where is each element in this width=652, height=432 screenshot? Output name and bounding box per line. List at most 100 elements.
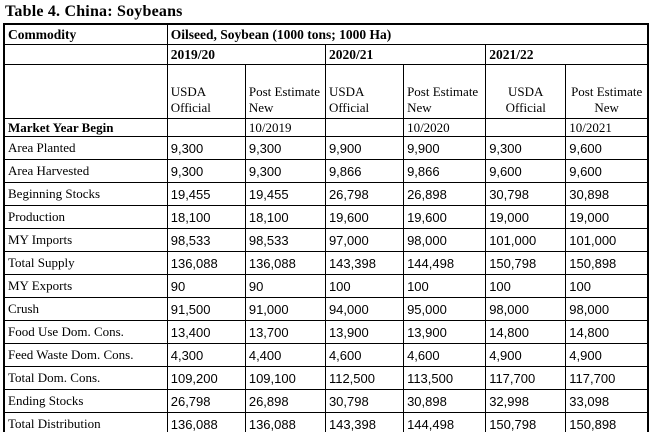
row-label-cell: MY Imports xyxy=(3,228,168,252)
table-title: Table 4. China: Soybeans xyxy=(5,3,183,20)
value-cell: 19,000 xyxy=(565,205,649,229)
value-cell: 30,898 xyxy=(403,389,487,413)
table-row: MY Exports 90 90 100 100 100 100 xyxy=(3,274,649,298)
row-label-cell: Production xyxy=(3,205,168,229)
estimate-type-header-row: USDA Official Post Estimate New USDA Offic… xyxy=(3,64,649,119)
value-cell: 13,700 xyxy=(244,320,326,344)
year-header-row: 2019/20 2020/21 2021/22 xyxy=(3,44,649,65)
value-cell: 19,000 xyxy=(485,205,567,229)
value-cell: 98,000 xyxy=(403,228,487,252)
row-label-cell: Total Dom. Cons. xyxy=(3,366,168,390)
value-cell: 19,600 xyxy=(324,205,405,229)
value-cell: 95,000 xyxy=(403,297,487,321)
value-cell: 109,100 xyxy=(244,366,326,390)
row-label-cell: Ending Stocks xyxy=(3,389,168,413)
value-cell: 136,088 xyxy=(166,251,246,275)
value-cell: 109,200 xyxy=(166,366,246,390)
value-cell: 9,900 xyxy=(324,136,405,160)
row-label-cell: Feed Waste Dom. Cons. xyxy=(3,343,168,367)
row-label-cell: Food Use Dom. Cons. xyxy=(3,320,168,344)
commodity-label-cell: Commodity xyxy=(3,23,168,45)
empty-cell xyxy=(3,64,168,119)
table-row: Production 18,100 18,100 19,600 19,600 19,000… xyxy=(3,205,649,229)
value-cell: 9,300 xyxy=(244,159,326,183)
year-cell: 2021/22 xyxy=(485,44,649,65)
value-cell: 19,455 xyxy=(166,182,246,206)
market-year-begin-row: Market Year Begin 10/2019 10/2020 10/2021 xyxy=(3,118,649,137)
value-cell: 143,398 xyxy=(324,251,405,275)
table-row: Total Dom. Cons. 109,200 109,100 112,500 113… xyxy=(3,366,649,390)
value-cell: 98,533 xyxy=(244,228,326,252)
table-row: Beginning Stocks 19,455 19,455 26,798 26,898… xyxy=(3,182,649,206)
value-cell: 101,000 xyxy=(485,228,567,252)
value-cell: 94,000 xyxy=(324,297,405,321)
value-cell: 150,898 xyxy=(565,251,649,275)
value-cell: 4,400 xyxy=(244,343,326,367)
value-cell: 113,500 xyxy=(403,366,487,390)
value-cell: 30,798 xyxy=(485,182,567,206)
year-cell: 2020/21 xyxy=(324,44,487,65)
value-cell: 13,900 xyxy=(324,320,405,344)
value-cell: 90 xyxy=(244,274,326,298)
empty-cell xyxy=(166,118,246,137)
table-row: Total Supply 136,088 136,088 143,398 144,498… xyxy=(3,251,649,275)
value-cell: 91,000 xyxy=(244,297,326,321)
empty-cell xyxy=(485,118,567,137)
value-cell: 4,600 xyxy=(324,343,405,367)
value-cell: 14,800 xyxy=(565,320,649,344)
value-cell: 9,600 xyxy=(565,159,649,183)
market-year-begin-value-cell: 10/2019 xyxy=(244,118,326,137)
value-cell: 112,500 xyxy=(324,366,405,390)
row-label-cell: Total Distribution xyxy=(3,412,168,432)
row-label-cell: MY Exports xyxy=(3,274,168,298)
row-label-cell: Area Harvested xyxy=(3,159,168,183)
value-cell: 150,798 xyxy=(485,412,567,432)
value-cell: 13,900 xyxy=(403,320,487,344)
usda-official-header-cell: USDA Official xyxy=(324,64,405,119)
table-row: Crush 91,500 91,000 94,000 95,000 98,000 98,00… xyxy=(3,297,649,321)
usda-official-header-cell: USDA Official xyxy=(166,64,246,119)
value-cell: 30,798 xyxy=(324,389,405,413)
value-cell: 9,300 xyxy=(244,136,326,160)
value-cell: 4,600 xyxy=(403,343,487,367)
empty-cell xyxy=(324,118,405,137)
value-cell: 19,600 xyxy=(403,205,487,229)
value-cell: 9,300 xyxy=(485,136,567,160)
value-cell: 98,533 xyxy=(166,228,246,252)
row-label-cell: Beginning Stocks xyxy=(3,182,168,206)
value-cell: 26,798 xyxy=(324,182,405,206)
table-row: Food Use Dom. Cons. 13,400 13,700 13,900 13,… xyxy=(3,320,649,344)
value-cell: 136,088 xyxy=(244,412,326,432)
value-cell: 91,500 xyxy=(166,297,246,321)
value-cell: 90 xyxy=(166,274,246,298)
year-cell: 2019/20 xyxy=(166,44,326,65)
value-cell: 143,398 xyxy=(324,412,405,432)
value-cell: 26,898 xyxy=(244,389,326,413)
value-cell: 9,300 xyxy=(166,136,246,160)
value-cell: 144,498 xyxy=(403,251,487,275)
value-cell: 9,866 xyxy=(403,159,487,183)
value-cell: 100 xyxy=(565,274,649,298)
value-cell: 32,998 xyxy=(485,389,567,413)
table-row: Feed Waste Dom. Cons. 4,300 4,400 4,600 4,60… xyxy=(3,343,649,367)
table-row: Total Distribution 136,088 136,088 143,398 1… xyxy=(3,412,649,432)
table-row: Ending Stocks 26,798 26,898 30,798 30,898 32,… xyxy=(3,389,649,413)
value-cell: 14,800 xyxy=(485,320,567,344)
value-cell: 98,000 xyxy=(565,297,649,321)
row-label-cell: Total Supply xyxy=(3,251,168,275)
market-year-begin-value-cell: 10/2020 xyxy=(403,118,487,137)
value-cell: 26,898 xyxy=(403,182,487,206)
value-cell: 100 xyxy=(485,274,567,298)
value-cell: 117,700 xyxy=(565,366,649,390)
commodity-header-row: Commodity Oilseed, Soybean (1000 tons; 1… xyxy=(3,23,649,45)
row-label-cell: Market Year Begin xyxy=(3,118,168,137)
value-cell: 150,898 xyxy=(565,412,649,432)
value-cell: 117,700 xyxy=(485,366,567,390)
value-cell: 150,798 xyxy=(485,251,567,275)
value-cell: 9,300 xyxy=(166,159,246,183)
value-cell: 18,100 xyxy=(244,205,326,229)
table-row: Area Planted 9,300 9,300 9,900 9,900 9,300 9,6… xyxy=(3,136,649,160)
value-cell: 4,900 xyxy=(485,343,567,367)
value-cell: 136,088 xyxy=(166,412,246,432)
